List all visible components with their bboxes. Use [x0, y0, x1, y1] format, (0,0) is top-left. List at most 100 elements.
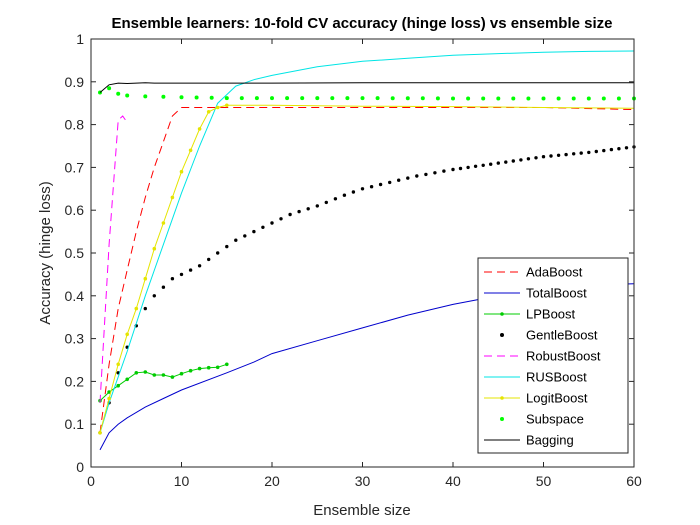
data-point-logitboost [170, 195, 175, 200]
data-point-gentleboost [252, 229, 256, 234]
data-point-gentleboost [526, 157, 531, 161]
data-point-gentleboost [609, 147, 614, 152]
data-point-lpboost [116, 383, 120, 388]
legend-item-totalboost: TotalBoost [484, 286, 587, 301]
data-point-subspace [315, 96, 320, 101]
legend-item-adaboost: AdaBoost [484, 265, 583, 280]
data-point-gentleboost [179, 272, 184, 277]
data-point-gentleboost [541, 155, 546, 159]
y-axis-label: Accuracy (hinge loss) [37, 181, 54, 324]
x-tick-label: 30 [355, 473, 371, 489]
data-point-gentleboost [378, 182, 383, 187]
data-point-gentleboost [424, 172, 428, 177]
data-point-subspace [541, 96, 546, 101]
data-point-gentleboost [519, 158, 523, 162]
data-point-subspace [511, 96, 516, 101]
data-point-logitboost [188, 148, 193, 153]
data-point-gentleboost [188, 268, 193, 272]
data-point-subspace [330, 96, 335, 101]
data-point-logitboost [206, 110, 211, 114]
series-line-robustboost [99, 115, 128, 403]
data-point-subspace [526, 96, 531, 101]
series-bagging [99, 82, 634, 93]
legend-marker-logitboost [500, 396, 504, 400]
data-point-subspace [143, 94, 148, 99]
data-point-subspace [254, 96, 259, 101]
data-point-subspace [285, 96, 290, 101]
axes-layer: 0 10 20 30 40 50 60 0 0.1 0.2 0.3 0.4 0.5 0.6 0.7 0.8 0.… [65, 31, 642, 489]
y-tick-label: 0.4 [65, 288, 85, 304]
data-point-gentleboost [406, 176, 410, 180]
legend-label-subspace: Subspace [526, 412, 584, 427]
series-gentleboost [98, 145, 636, 435]
data-point-logitboost [98, 431, 102, 435]
data-point-logitboost [152, 246, 157, 251]
data-point-gentleboost [587, 150, 591, 155]
series-adaboost [99, 107, 635, 433]
data-point-subspace [179, 95, 184, 100]
data-point-gentleboost [534, 156, 538, 160]
x-tick-label: 20 [264, 473, 280, 489]
data-point-gentleboost [216, 251, 220, 255]
data-point-logitboost [125, 332, 129, 337]
data-point-lpboost [161, 373, 166, 377]
data-point-gentleboost [161, 285, 166, 289]
legend-label-logitboost: LogitBoost [526, 391, 588, 406]
x-tick-label: 50 [536, 473, 552, 489]
data-point-logitboost [161, 221, 166, 225]
series-line-bagging [99, 82, 634, 93]
data-point-gentleboost [466, 165, 470, 170]
data-point-logitboost [116, 362, 120, 367]
legend-item-bagging: Bagging [484, 433, 574, 448]
data-point-gentleboost [152, 294, 156, 298]
y-tick-label: 0.2 [65, 373, 85, 389]
data-point-logitboost [134, 306, 139, 311]
data-point-gentleboost [579, 151, 583, 155]
data-point-logitboost [197, 127, 202, 131]
legend-item-robustboost: RobustBoost [484, 349, 601, 364]
data-point-subspace [345, 96, 350, 101]
data-point-subspace [107, 86, 112, 91]
y-tick-label: 0.5 [65, 245, 85, 261]
data-point-subspace [496, 96, 501, 101]
series-lpboost [98, 362, 229, 403]
data-point-gentleboost [315, 204, 319, 208]
data-point-lpboost [215, 365, 220, 370]
data-point-subspace [209, 95, 214, 100]
data-point-gentleboost [458, 166, 463, 171]
data-point-gentleboost [243, 234, 247, 238]
chart-title: Ensemble learners: 10-fold CV accuracy (… [111, 15, 612, 32]
data-point-gentleboost [602, 148, 606, 153]
series-line-logitboost [99, 104, 635, 433]
data-point-gentleboost [556, 153, 561, 157]
data-point-gentleboost [351, 190, 356, 194]
data-point-gentleboost [504, 160, 508, 164]
data-point-gentleboost [572, 152, 576, 156]
data-point-logitboost [107, 396, 111, 401]
legend-item-logitboost: LogitBoost [484, 391, 588, 406]
data-point-gentleboost [564, 152, 568, 157]
data-point-subspace [360, 96, 365, 101]
data-point-subspace [601, 96, 606, 101]
x-tick-label: 10 [174, 473, 190, 489]
data-point-gentleboost [360, 187, 365, 191]
legend-label-lpboost: LPBoost [526, 307, 576, 322]
data-point-gentleboost [433, 171, 437, 175]
data-point-subspace [224, 96, 229, 101]
data-point-logitboost [143, 276, 148, 281]
data-point-gentleboost [496, 161, 500, 165]
data-point-lpboost [179, 371, 184, 376]
data-point-lpboost [134, 371, 139, 375]
data-point-lpboost [170, 375, 175, 379]
legend-marker-gentleboost [500, 333, 504, 337]
data-point-subspace [390, 96, 395, 101]
y-tick-label: 0.3 [65, 331, 85, 347]
legend-label-bagging: Bagging [526, 433, 574, 448]
series-layer [98, 50, 636, 451]
data-point-subspace [375, 96, 380, 101]
data-point-gentleboost [324, 200, 328, 205]
data-point-subspace [556, 96, 561, 101]
y-tick-label: 0.8 [65, 117, 85, 133]
data-point-subspace [405, 96, 410, 101]
data-point-logitboost [225, 103, 229, 108]
